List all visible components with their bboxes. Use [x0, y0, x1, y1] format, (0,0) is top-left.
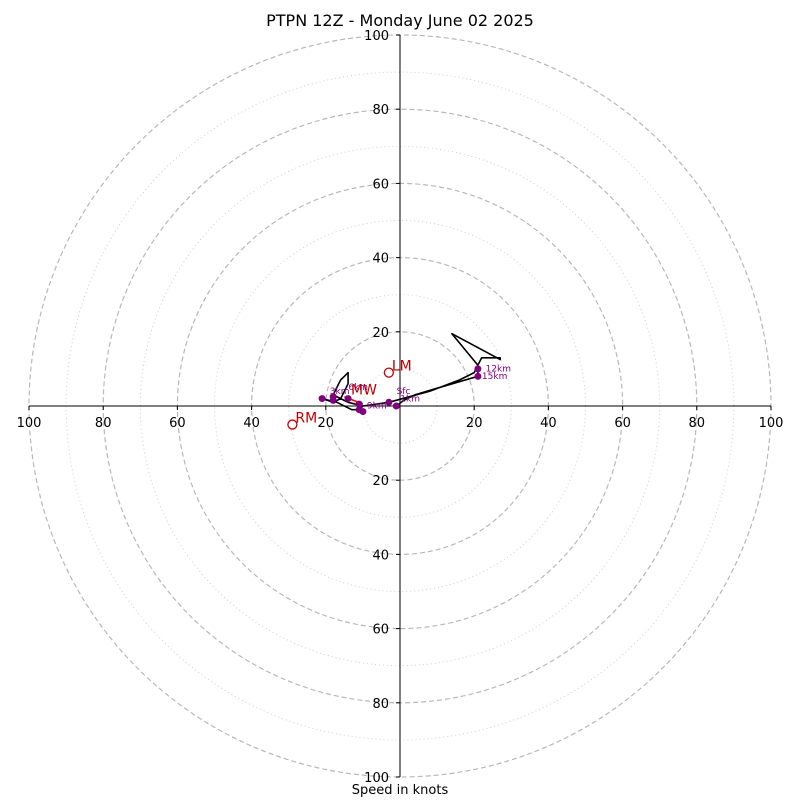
- height-marker-label: 15km: [482, 372, 507, 382]
- axes: [29, 35, 771, 777]
- x-tick-label: 100: [17, 416, 42, 431]
- lm-storm-motion-label: LM: [392, 359, 412, 375]
- y-tick-label: 60: [372, 623, 389, 638]
- x-tick-label: 60: [169, 416, 186, 431]
- x-tick-label: 100: [759, 416, 784, 431]
- x-tick-label: 20: [318, 416, 335, 431]
- height-marker-point: [344, 395, 352, 403]
- mw-storm-motion-label: MW: [351, 383, 377, 399]
- height-marker-label: 1km: [400, 394, 420, 404]
- x-tick-label: 60: [614, 416, 631, 431]
- height-marker-point: [392, 402, 400, 410]
- x-tick-label: 20: [466, 416, 483, 431]
- lm-storm-motion-marker: [383, 367, 395, 378]
- height-marker-point: [355, 400, 363, 408]
- rm-storm-motion-marker: [287, 419, 298, 430]
- height-marker-point: [359, 408, 367, 416]
- height-marker-point: [385, 398, 393, 406]
- storm-motion-markers: LM RM MW: [287, 359, 412, 430]
- height-marker-label: 9km: [367, 402, 387, 412]
- height-marker-point: [329, 393, 337, 401]
- y-tick-label: 40: [372, 252, 389, 267]
- y-tick-label: 40: [372, 548, 389, 563]
- height-marker-label: 6km: [348, 383, 368, 393]
- y-tick-label: 100: [364, 771, 389, 786]
- x-tick-label: 40: [540, 416, 557, 431]
- x-axis-label: Speed in knots: [351, 783, 449, 798]
- height-marker-label: Sfc: [397, 387, 411, 397]
- y-tick-label: 60: [372, 177, 389, 192]
- x-tick-label: 80: [95, 416, 112, 431]
- y-tick-label: 20: [372, 326, 389, 341]
- x-tick-label: 80: [689, 416, 706, 431]
- x-tick-label: 40: [243, 416, 260, 431]
- height-marker-point: [318, 395, 326, 403]
- y-tick-label: 20: [372, 474, 389, 489]
- y-tick-label: 100: [364, 29, 389, 44]
- y-tick-label: 80: [372, 103, 389, 118]
- tick-labels: 100 80 60 40 20 20 40 60 80 100 100 80 60 40 20 20 40 60 8…: [17, 29, 784, 786]
- height-marker-point: [474, 372, 482, 380]
- height-marker-label: 3km: [330, 387, 350, 397]
- height-marker-label: 12km: [486, 365, 511, 375]
- height-marker-point: [474, 365, 482, 373]
- y-tick-label: 80: [372, 697, 389, 712]
- chart-title: PTPN 12Z - Monday June 02 2025: [266, 11, 534, 30]
- rm-storm-motion-label: RM: [295, 411, 317, 427]
